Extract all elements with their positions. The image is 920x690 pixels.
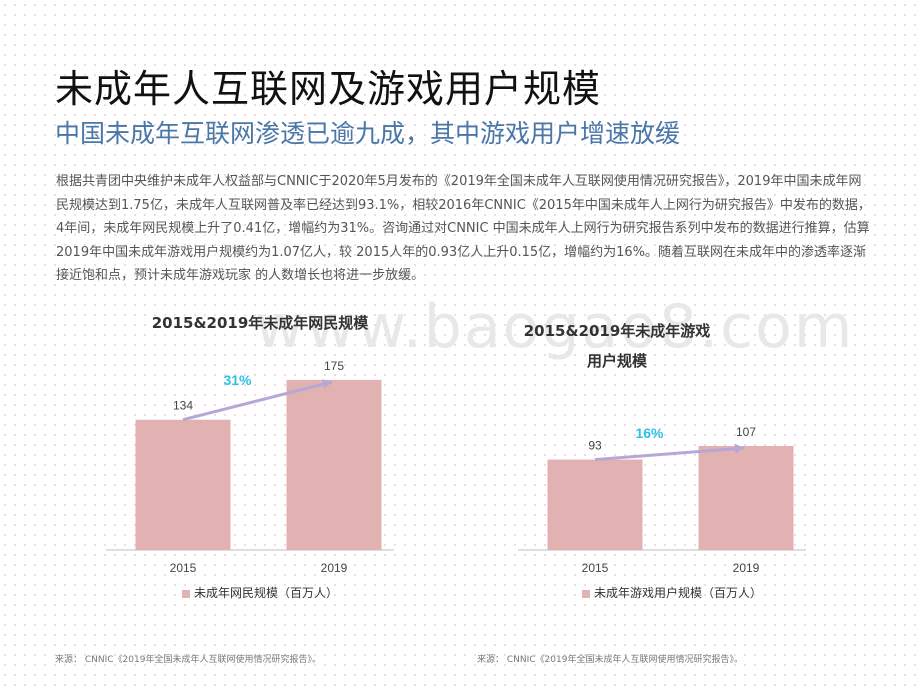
growth-arrow-head <box>734 443 744 454</box>
netizen-scale-chart: 2015&2019年未成年网民规模 134 2015 175 2019 31% 未成年网… <box>50 306 470 616</box>
page-subtitle: 中国未成年互联网渗透已逾九成，其中游戏用户增速放缓 <box>55 119 681 148</box>
page-title: 未成年人互联网及游戏用户规模 <box>55 67 602 111</box>
growth-percent-label: 31% <box>223 372 252 388</box>
legend-label: 未成年网民规模（百万人） <box>193 586 338 600</box>
chart-legend: 未成年网民规模（百万人） <box>50 584 470 601</box>
data-label-2015: 134 <box>173 399 193 413</box>
watermark: www.baogao8.com <box>255 292 855 362</box>
bar-2019 <box>698 445 794 550</box>
growth-arrow-line <box>594 446 745 462</box>
legend-swatch <box>181 589 190 598</box>
chart-legend: 未成年游戏用户规模（百万人） <box>462 584 882 601</box>
legend-swatch <box>581 589 590 598</box>
bar-2015 <box>547 459 643 550</box>
tick-label-2019: 2019 <box>321 561 348 575</box>
data-label-2019: 175 <box>324 359 344 373</box>
game-user-scale-chart: 2015&2019年未成年游戏用户规模 93 2015 107 2019 16% 未成年… <box>462 306 882 616</box>
growth-arrow-head <box>322 379 332 389</box>
growth-percent-label: 16% <box>635 425 664 441</box>
data-label-2015: 93 <box>588 439 602 453</box>
tick-label-2015: 2015 <box>582 561 609 575</box>
growth-arrow-line <box>182 380 333 422</box>
source-note-left: 来源： CNNIC《2019年全国未成年人互联网使用情况研究报告》。 <box>55 655 321 665</box>
netizen-scale-plot: 134 2015 175 2019 31% <box>106 359 394 575</box>
source-note-right: 来源： CNNIC《2019年全国未成年人互联网使用情况研究报告》。 <box>477 655 743 665</box>
legend-label: 未成年游戏用户规模（百万人） <box>593 586 762 600</box>
game-user-scale-plot: 93 2015 107 2019 16% <box>518 425 806 575</box>
chart-title: 2015&2019年未成年游戏用户规模 <box>523 322 711 370</box>
tick-label-2015: 2015 <box>170 561 197 575</box>
data-label-2019: 107 <box>736 425 756 439</box>
bar-2019 <box>286 379 382 550</box>
tick-label-2019: 2019 <box>733 561 760 575</box>
chart-title: 2015&2019年未成年网民规模 <box>151 314 369 332</box>
body-paragraph: 根据共青团中央维护未成年人权益部与CNNIC于2020年5月发布的《2019年全… <box>56 174 871 283</box>
bar-2015 <box>135 419 231 550</box>
